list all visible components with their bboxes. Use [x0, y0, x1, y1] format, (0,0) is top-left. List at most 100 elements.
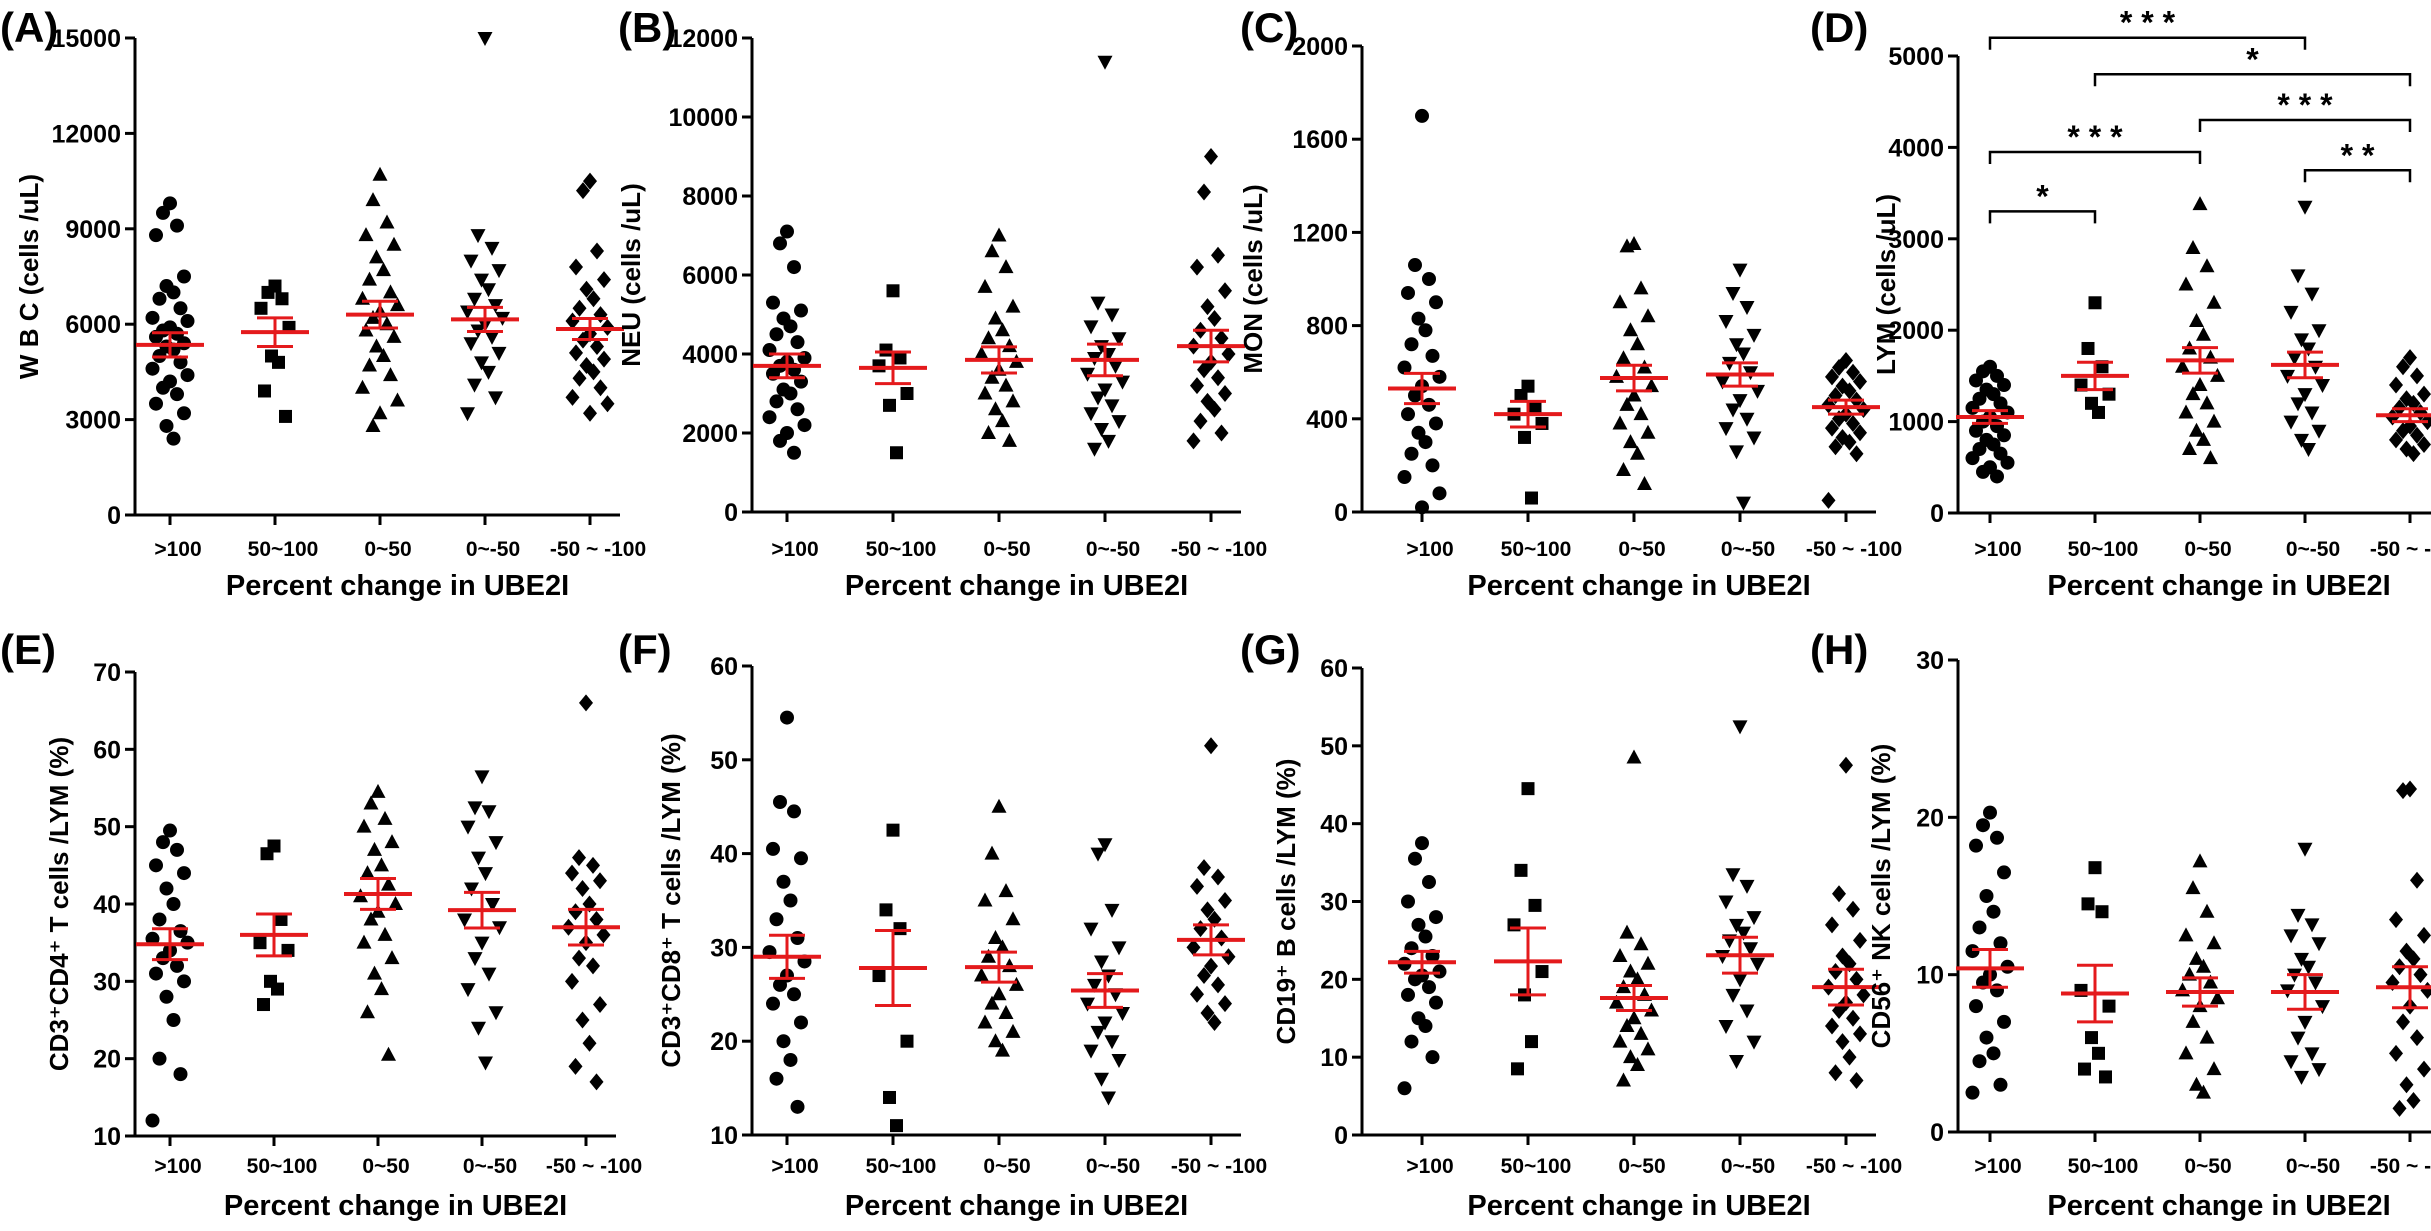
- x-tick-label: >100: [1406, 1155, 1453, 1178]
- data-point: [1404, 1034, 1419, 1049]
- data-point: [1514, 863, 1528, 877]
- data-point: [1997, 1014, 2011, 1029]
- data-point: [2396, 358, 2410, 376]
- data-point: [358, 227, 374, 242]
- data-point: [390, 392, 405, 407]
- data-point: [1725, 868, 1741, 883]
- data-point: [2396, 782, 2410, 800]
- data-point: [460, 820, 476, 835]
- data-point: [1986, 904, 2001, 919]
- data-point: [998, 377, 1014, 392]
- x-tick-label: -50 ~ -100: [546, 1155, 642, 1178]
- data-point: [2406, 1092, 2421, 1110]
- y-tick-label: 20: [1320, 966, 1348, 994]
- data-point: [1715, 375, 1730, 390]
- y-axis-label: LYM (cells /uL): [1871, 194, 1901, 375]
- data-point: [2290, 269, 2306, 284]
- x-tick-label: 50~100: [2068, 1155, 2139, 1178]
- data-point: [360, 1004, 375, 1019]
- data-point: [1729, 918, 1744, 933]
- data-point: [769, 394, 784, 409]
- data-point: [2182, 441, 2197, 456]
- data-point: [2389, 1044, 2403, 1062]
- data-point: [1633, 406, 1649, 421]
- data-point: [1609, 994, 1624, 1009]
- x-tick-label: 0~50: [1618, 538, 1665, 561]
- data-point: [1732, 263, 1748, 278]
- data-point: [1083, 407, 1099, 422]
- data-point: [568, 1057, 583, 1075]
- significance-bracket: [1988, 150, 2202, 164]
- data-point: [1083, 1044, 1099, 1059]
- data-point: [1718, 895, 1734, 910]
- data-point: [1623, 434, 1638, 449]
- data-point: [1633, 936, 1649, 951]
- data-point: [1005, 298, 1021, 313]
- data-point: [372, 405, 388, 420]
- data-point: [1828, 438, 1843, 456]
- data-point: [1401, 407, 1415, 422]
- data-point: [1846, 1009, 1860, 1027]
- data-point: [1190, 377, 1204, 395]
- data-point: [170, 218, 184, 233]
- data-point: [977, 1014, 993, 1029]
- data-point: [1853, 424, 1867, 442]
- data-point: [1616, 350, 1631, 365]
- x-tick-label: >100: [1974, 1155, 2021, 1178]
- series-group: [240, 839, 308, 1012]
- data-point: [589, 910, 604, 928]
- data-point: [1425, 348, 1440, 363]
- significance-bracket: [2093, 73, 2412, 87]
- data-point: [166, 897, 181, 911]
- data-point: [2206, 294, 2222, 309]
- data-point: [1612, 947, 1628, 962]
- data-point: [1197, 361, 1211, 379]
- series-group: [1494, 379, 1562, 505]
- data-point: [1097, 1016, 1113, 1031]
- data-point: [177, 866, 191, 881]
- x-tick-label: 0~-50: [1086, 538, 1140, 561]
- series-group: [136, 196, 204, 446]
- data-point: [2315, 1000, 2330, 1015]
- data-point: [1397, 1081, 1412, 1096]
- data-point: [773, 977, 787, 992]
- data-point: [2088, 296, 2102, 310]
- y-tick-label: 20: [93, 1046, 121, 1074]
- data-point: [1842, 1048, 1857, 1066]
- data-point: [166, 431, 181, 446]
- series-group: [1388, 108, 1456, 515]
- data-point: [488, 1006, 504, 1021]
- data-point: [253, 936, 267, 950]
- data-point: [568, 903, 583, 921]
- data-point: [1002, 432, 1017, 447]
- series-group: [2271, 842, 2339, 1085]
- data-point: [1528, 898, 1542, 912]
- data-point: [1835, 1033, 1850, 1051]
- data-point: [1005, 1023, 1021, 1038]
- data-point: [1111, 415, 1127, 430]
- data-point: [565, 972, 579, 990]
- data-point: [377, 810, 393, 825]
- x-tick-label: -50 ~ -100: [2370, 1155, 2431, 1178]
- data-point: [152, 912, 167, 927]
- series-group: [1600, 749, 1668, 1087]
- series-group: [1706, 263, 1774, 511]
- y-tick-label: 15000: [51, 25, 121, 53]
- data-point: [1746, 1035, 1762, 1050]
- data-point: [1619, 924, 1635, 939]
- data-point: [1832, 885, 1846, 903]
- data-point: [2410, 426, 2424, 444]
- data-point: [883, 398, 896, 412]
- series-group: [2166, 853, 2234, 1099]
- data-point: [1094, 955, 1109, 970]
- data-point: [1640, 424, 1656, 439]
- data-point: [1626, 1010, 1642, 1025]
- data-point: [1736, 926, 1751, 941]
- data-point: [383, 284, 398, 299]
- data-point: [1997, 428, 2011, 443]
- data-point: [390, 297, 405, 312]
- y-tick-label: 12000: [51, 120, 121, 148]
- series-group: [965, 227, 1033, 447]
- data-point: [1521, 782, 1535, 796]
- data-point: [1218, 282, 1232, 300]
